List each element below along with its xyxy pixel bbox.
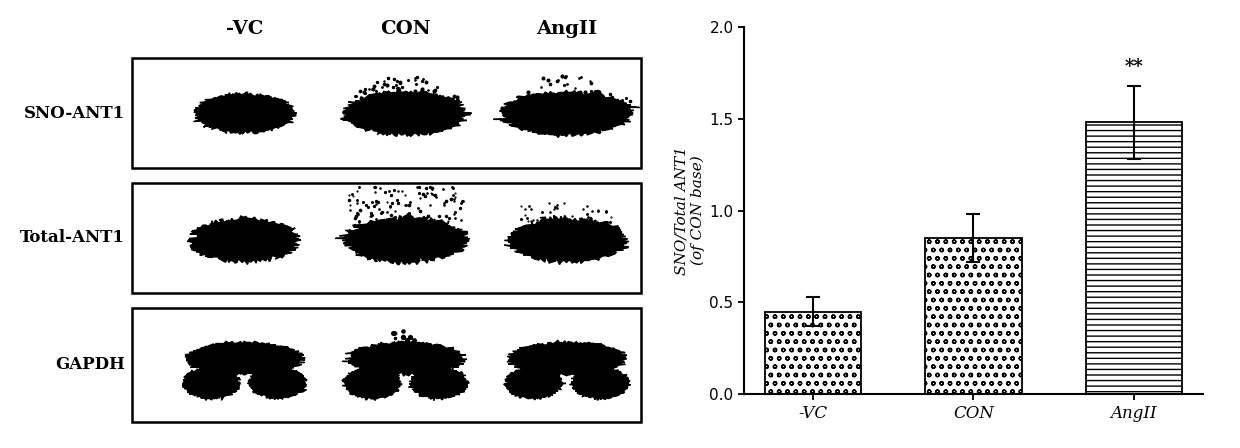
Bar [1086,122,1182,394]
Polygon shape [185,341,305,376]
Text: Total-ANT1: Total-ANT1 [20,229,125,246]
Polygon shape [494,90,640,138]
Text: CON: CON [381,20,432,38]
Text: AngII: AngII [537,20,598,38]
Bar [131,308,641,422]
Polygon shape [182,366,241,401]
Polygon shape [503,366,565,400]
Y-axis label: SNO/Total ANT1
(of CON base): SNO/Total ANT1 (of CON base) [675,146,706,275]
Polygon shape [342,341,467,376]
Polygon shape [248,366,306,400]
Text: GAPDH: GAPDH [56,356,125,373]
Polygon shape [187,216,301,264]
Polygon shape [336,215,470,265]
Polygon shape [408,366,469,401]
Text: **: ** [1125,59,1143,77]
Polygon shape [505,215,629,265]
Polygon shape [193,92,296,134]
Polygon shape [569,366,631,401]
Bar [131,183,641,293]
Polygon shape [507,340,626,376]
Polygon shape [342,366,402,400]
Bar [925,238,1022,394]
Text: SNO-ANT1: SNO-ANT1 [24,105,125,122]
Polygon shape [341,90,471,137]
Bar [131,58,641,168]
Bar [765,312,861,394]
Text: -VC: -VC [226,20,263,38]
